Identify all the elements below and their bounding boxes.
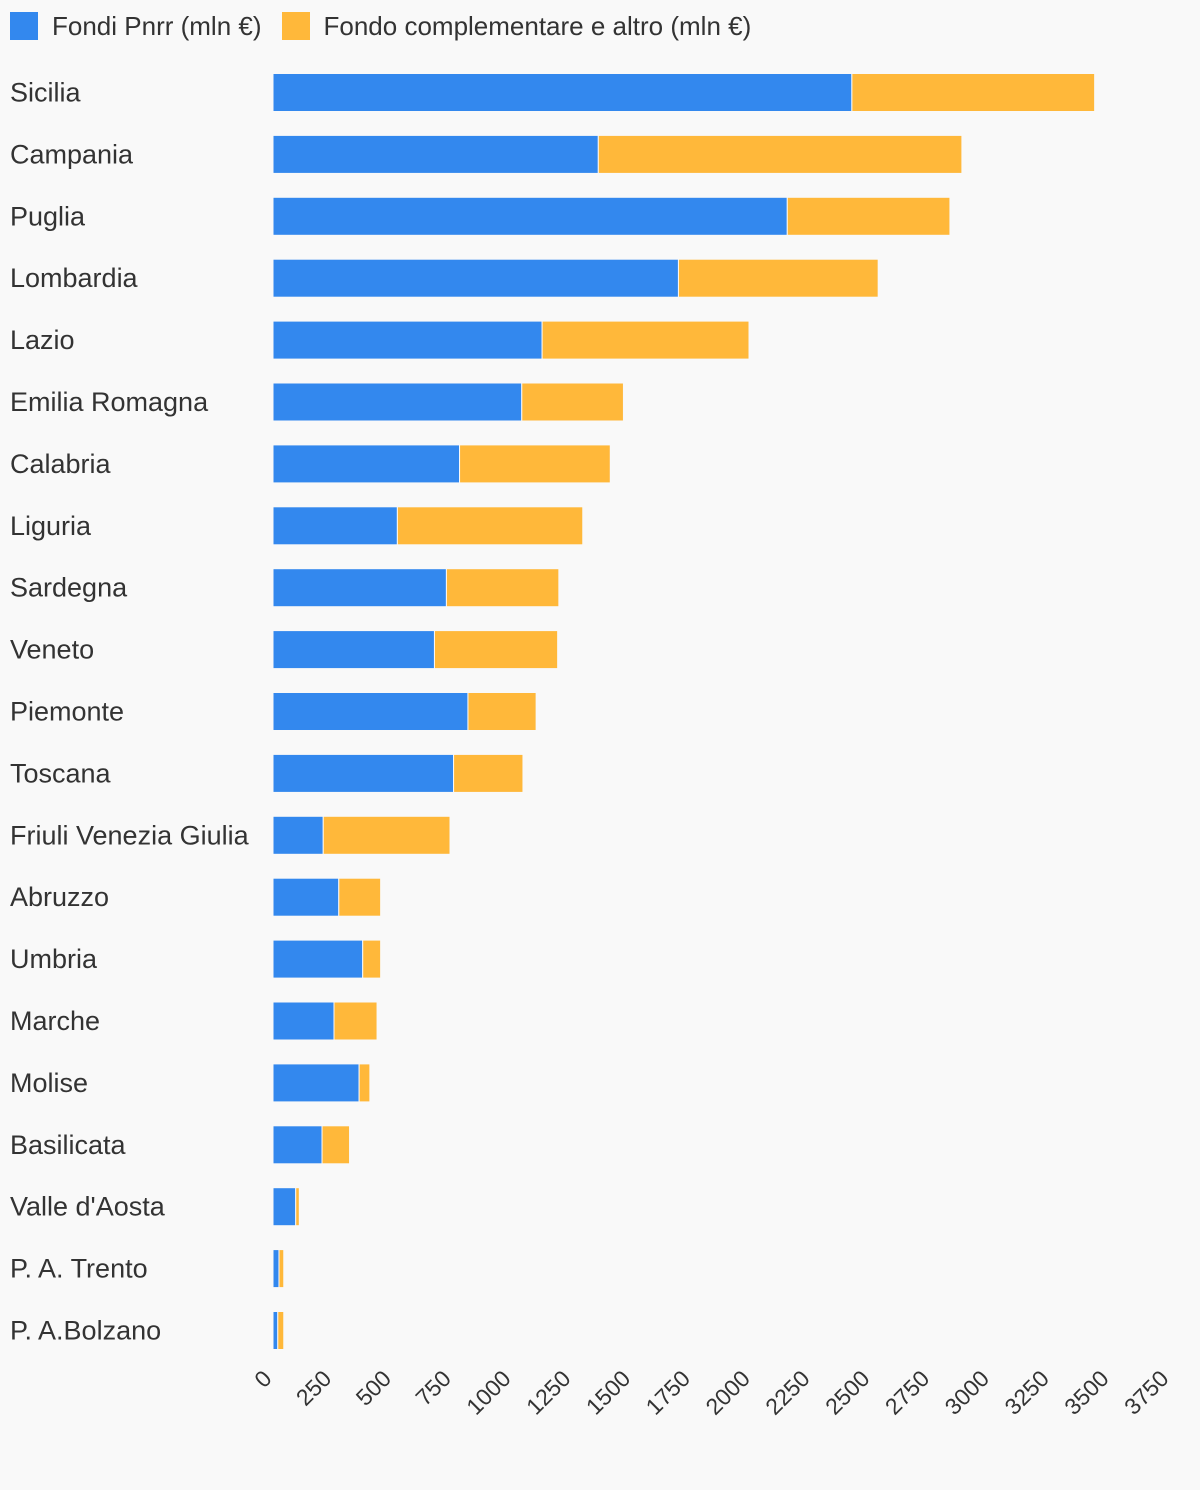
category-label: Lombardia <box>10 263 139 293</box>
bar-segment-complementare[interactable] <box>358 1063 371 1103</box>
category-label: Puglia <box>10 201 86 231</box>
category-label: Valle d'Aosta <box>10 1192 166 1222</box>
category-label: Umbria <box>10 944 98 974</box>
category-label: Campania <box>10 139 134 169</box>
x-tick-label: 2000 <box>700 1365 755 1420</box>
bar-segment-pnrr[interactable] <box>272 506 398 546</box>
bar-segment-pnrr[interactable] <box>272 1311 279 1350</box>
bar-segment-complementare[interactable] <box>467 692 537 731</box>
bar-segment-complementare[interactable] <box>521 382 624 422</box>
bar-segment-complementare[interactable] <box>362 939 382 979</box>
category-label: Sicilia <box>10 78 82 108</box>
bar-segment-pnrr[interactable] <box>272 1187 297 1227</box>
x-tick-label: 3250 <box>999 1365 1054 1420</box>
x-tick-label: 3000 <box>940 1365 995 1420</box>
x-tick-label: 250 <box>291 1365 337 1411</box>
bar-segment-pnrr[interactable] <box>272 382 523 422</box>
category-label: Calabria <box>10 449 112 479</box>
bar-segment-complementare[interactable] <box>321 1125 351 1165</box>
bar-segment-complementare[interactable] <box>453 753 524 793</box>
x-tick-label: 1000 <box>461 1365 516 1420</box>
bar-segment-complementare[interactable] <box>597 134 963 174</box>
legend-label-pnrr: Fondi Pnrr (mln €) <box>52 10 262 41</box>
bar-segment-complementare[interactable] <box>786 196 951 236</box>
bar-segment-pnrr[interactable] <box>272 1063 360 1103</box>
bar-segment-complementare[interactable] <box>333 1001 378 1041</box>
bar-segment-pnrr[interactable] <box>272 444 461 484</box>
category-label: P. A. Trento <box>10 1254 148 1284</box>
bar-segment-complementare[interactable] <box>541 320 750 360</box>
bar-segment-pnrr[interactable] <box>272 320 543 360</box>
bar-segment-pnrr[interactable] <box>272 877 340 917</box>
category-label: Friuli Venezia Giulia <box>10 820 250 850</box>
category-label: Marche <box>10 1006 100 1036</box>
bar-segment-complementare[interactable] <box>396 506 584 546</box>
bar-segment-pnrr[interactable] <box>272 1001 335 1041</box>
bar-segment-pnrr[interactable] <box>272 753 455 793</box>
category-label: Lazio <box>10 325 75 355</box>
bar-segment-pnrr[interactable] <box>272 1249 280 1289</box>
bar-segment-complementare[interactable] <box>851 73 1096 112</box>
category-label: Toscana <box>10 758 112 788</box>
bar-segment-pnrr[interactable] <box>272 815 324 855</box>
category-label: Basilicata <box>10 1130 127 1160</box>
bar-segment-complementare[interactable] <box>278 1249 285 1289</box>
x-tick-label: 3750 <box>1119 1365 1174 1420</box>
legend-swatch-complementare <box>281 12 310 40</box>
legend-item-pnrr: Fondi Pnrr (mln €) <box>10 11 262 42</box>
x-tick-label: 1500 <box>581 1365 636 1420</box>
x-tick-label: 500 <box>351 1365 397 1411</box>
bar-segment-complementare[interactable] <box>277 1311 285 1350</box>
category-label: Piemonte <box>10 697 124 727</box>
x-tick-label: 0 <box>249 1365 276 1392</box>
legend-label-complementare: Fondo complementare e altro (mln €) <box>323 10 752 41</box>
bar-segment-pnrr[interactable] <box>272 692 469 731</box>
bar-segment-pnrr[interactable] <box>272 73 853 112</box>
bar-segment-complementare[interactable] <box>445 568 560 608</box>
bar-segment-complementare[interactable] <box>338 877 382 917</box>
bar-segment-complementare[interactable] <box>459 444 611 484</box>
category-label: Abruzzo <box>10 882 109 912</box>
bar-segment-complementare[interactable] <box>677 258 879 298</box>
legend: Fondi Pnrr (mln €) Fondo complementare e… <box>10 10 751 42</box>
category-label: Liguria <box>10 511 92 541</box>
x-tick-label: 3500 <box>1059 1365 1114 1420</box>
bar-segment-pnrr[interactable] <box>272 134 599 174</box>
bar-segment-pnrr[interactable] <box>272 196 788 236</box>
x-tick-label: 2750 <box>880 1365 935 1420</box>
category-label: Molise <box>10 1068 88 1098</box>
bar-segment-complementare[interactable] <box>433 630 559 670</box>
category-label: P. A.Bolzano <box>10 1316 161 1346</box>
bar-segment-pnrr[interactable] <box>272 939 364 979</box>
x-tick-label: 1250 <box>521 1365 576 1420</box>
bar-segment-pnrr[interactable] <box>272 1125 323 1165</box>
bar-segment-pnrr[interactable] <box>272 630 435 670</box>
legend-item-complementare: Fondo complementare e altro (mln €) <box>281 10 752 42</box>
bar-segment-complementare[interactable] <box>295 1187 300 1227</box>
bar-segment-pnrr[interactable] <box>272 568 447 608</box>
category-label: Veneto <box>10 635 94 665</box>
legend-swatch-pnrr <box>10 12 38 40</box>
x-tick-label: 2500 <box>820 1365 875 1420</box>
x-tick-label: 2250 <box>760 1365 815 1420</box>
category-label: Sardegna <box>10 573 128 603</box>
x-tick-label: 1750 <box>641 1365 696 1420</box>
bar-segment-complementare[interactable] <box>322 815 451 855</box>
category-label: Emilia Romagna <box>10 387 209 417</box>
x-tick-label: 750 <box>410 1365 456 1411</box>
bar-segment-pnrr[interactable] <box>272 258 679 298</box>
